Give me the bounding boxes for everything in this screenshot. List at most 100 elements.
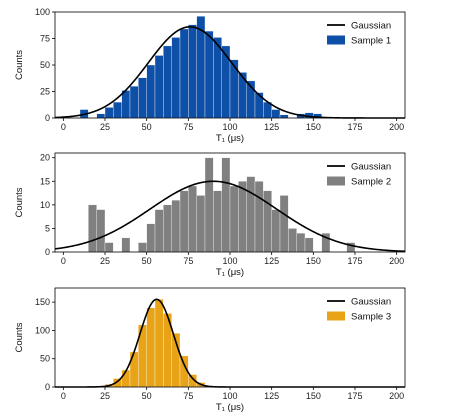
x-axis-label: T₁ (μs)	[216, 402, 244, 413]
histogram-bar	[146, 64, 156, 119]
legend-label: Sample 1	[351, 36, 391, 47]
histogram-bar	[254, 92, 264, 119]
histogram-bar	[213, 190, 222, 253]
histogram-bar	[179, 28, 189, 119]
y-tick-label: 0	[45, 382, 50, 392]
x-tick-label: 75	[183, 256, 193, 266]
y-tick-label: 10	[40, 200, 50, 210]
histogram-bar	[179, 190, 189, 253]
histogram-bar	[154, 299, 164, 388]
histogram-bar	[221, 45, 231, 119]
legend-color-swatch	[327, 311, 345, 321]
y-tick-label: 100	[35, 7, 50, 17]
x-axis: 0 25 50 75 100 125 150 175 200	[61, 387, 404, 401]
y-tick-label: 20	[40, 153, 50, 163]
x-tick-label: 100	[222, 256, 237, 266]
legend-label: Gaussian	[351, 162, 391, 173]
x-tick-label: 200	[389, 122, 404, 132]
histogram-bar	[171, 37, 181, 119]
y-axis: 0 25 50 75 100	[35, 7, 55, 123]
y-tick-label: 100	[35, 325, 50, 335]
chart-panel-3: 0 25 50 75 100 125 150 175 200 T₁ (μs) 0 50 100 150 Co…	[14, 287, 406, 413]
y-tick-label: 0	[45, 247, 50, 257]
histogram-bar	[171, 199, 181, 253]
chart-panel-1: 0 25 50 75 100 125 150 175 200 T₁ (μs) 0 25 50 75 100 C…	[14, 7, 406, 144]
x-tick-label: 125	[264, 122, 279, 132]
y-tick-label: 25	[40, 87, 50, 97]
x-tick-label: 25	[100, 256, 110, 266]
x-tick-label: 150	[306, 391, 321, 401]
histogram-bar	[96, 209, 106, 253]
histogram-bar	[104, 107, 114, 119]
histogram-bar	[154, 55, 164, 119]
x-tick-label: 125	[264, 256, 279, 266]
histogram-bar	[121, 237, 131, 253]
y-tick-label: 50	[40, 354, 50, 364]
histogram-bars	[88, 157, 356, 253]
y-axis: 0 5 10 15 20	[40, 153, 55, 257]
histogram-bar	[246, 176, 256, 253]
histogram-bar	[204, 157, 214, 253]
histogram-bar	[229, 59, 239, 119]
x-axis-label: T₁ (μs)	[216, 133, 244, 144]
histogram-bar	[213, 37, 222, 119]
y-axis-label: Counts	[14, 322, 25, 352]
y-axis: 0 50 100 150	[35, 297, 55, 392]
x-tick-label: 0	[61, 256, 66, 266]
y-tick-label: 15	[40, 176, 50, 186]
histogram-bar	[238, 181, 247, 253]
x-tick-label: 75	[183, 122, 193, 132]
legend: Gaussian Sample 1	[327, 21, 391, 47]
legend-label: Gaussian	[351, 21, 391, 32]
legend: Gaussian Sample 2	[327, 162, 391, 188]
x-tick-label: 200	[389, 256, 404, 266]
histogram-bar	[271, 209, 281, 253]
x-tick-label: 50	[142, 122, 152, 132]
x-tick-label: 200	[389, 391, 404, 401]
histogram-bar	[146, 307, 156, 388]
histogram-bar	[88, 204, 97, 253]
y-axis-label: Counts	[14, 50, 25, 80]
x-axis: 0 25 50 75 100 125 150 175 200	[61, 252, 404, 266]
y-tick-label: 0	[45, 113, 50, 123]
x-tick-label: 25	[100, 391, 110, 401]
histogram-bar	[129, 86, 139, 119]
legend-label: Gaussian	[351, 297, 391, 308]
x-tick-label: 50	[142, 256, 152, 266]
y-axis-label: Counts	[14, 187, 25, 217]
histogram-bar	[138, 242, 147, 253]
histogram-bar	[204, 30, 214, 119]
x-axis-label: T₁ (μs)	[216, 267, 244, 278]
x-tick-label: 125	[264, 391, 279, 401]
x-tick-label: 75	[183, 391, 193, 401]
histogram-bar	[163, 45, 172, 119]
x-tick-label: 100	[222, 391, 237, 401]
histogram-bar	[296, 232, 306, 253]
gaussian-fit-curve	[54, 180, 406, 253]
histogram-bar	[96, 113, 106, 119]
histogram-bar	[279, 195, 289, 253]
x-tick-label: 0	[61, 122, 66, 132]
histogram-bar	[254, 181, 264, 253]
x-tick-label: 150	[306, 122, 321, 132]
histogram-bar	[188, 185, 197, 253]
y-tick-label: 150	[35, 297, 50, 307]
x-tick-label: 100	[222, 122, 237, 132]
legend-color-swatch	[327, 176, 345, 186]
y-tick-label: 5	[45, 223, 50, 233]
histogram-bar	[279, 114, 289, 119]
chart-panel-2: 0 25 50 75 100 125 150 175 200 T₁ (μs) 0 5 10 15 20 Cou…	[14, 152, 406, 278]
histogram-bar	[263, 190, 272, 253]
histogram-bar	[154, 209, 164, 253]
histogram-bar	[196, 195, 206, 253]
histogram-bar	[121, 90, 131, 119]
x-tick-label: 175	[347, 122, 362, 132]
x-tick-label: 0	[61, 391, 66, 401]
x-tick-label: 175	[347, 256, 362, 266]
legend-label: Sample 3	[351, 312, 391, 323]
legend-label: Sample 2	[351, 177, 391, 188]
histogram-bar	[113, 101, 122, 119]
x-tick-label: 175	[347, 391, 362, 401]
histogram-bar	[271, 109, 281, 119]
